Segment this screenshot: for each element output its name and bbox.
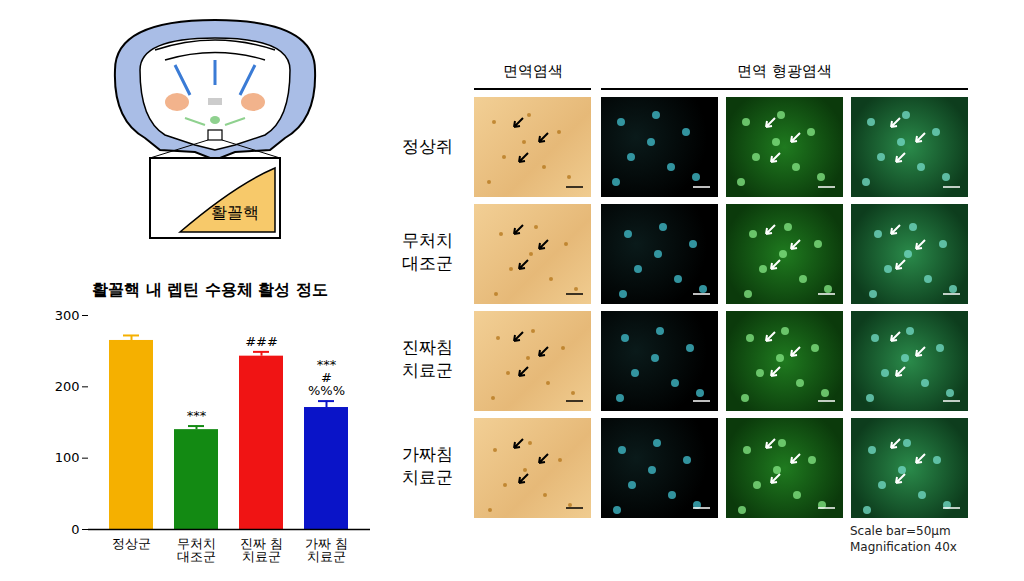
svg-text:무처치대조군: 무처치대조군 <box>177 536 216 564</box>
svg-text:정상군: 정상군 <box>112 536 151 551</box>
html-text:정상쥐: 정상쥐 <box>402 136 453 156</box>
svg-text:가짜 침치료군: 가짜 침치료군 <box>305 536 348 564</box>
svg-text:***: *** <box>187 408 207 423</box>
html-text:무처치 대조군: 무처치 대조군 <box>402 230 453 273</box>
html-text:가짜침 치료군: 가짜침 치료군 <box>402 444 453 487</box>
html-text:Magnification 40x: Magnification 40x <box>850 540 957 554</box>
svg-text:***#%%%: ***#%%% <box>308 357 345 398</box>
html-text:면역염색: 면역염색 <box>502 62 563 80</box>
svg-text:200: 200 <box>55 379 80 394</box>
html-text:진짜침 치료군: 진짜침 치료군 <box>402 337 453 380</box>
svg-text:0: 0 <box>71 522 79 537</box>
html-text:Scale bar=50μm: Scale bar=50μm <box>850 524 951 538</box>
svg-text:300: 300 <box>55 308 80 323</box>
html-text:활꼴핵 내 렙틴 수용체 활성 정도: 활꼴핵 내 렙틴 수용체 활성 정도 <box>92 280 328 299</box>
svg-text:진짜 침치료군: 진짜 침치료군 <box>240 536 283 564</box>
svg-text:100: 100 <box>55 450 80 465</box>
html-text:면역 형광염색: 면역 형광염색 <box>737 62 832 80</box>
svg-text:활꼴핵: 활꼴핵 <box>211 203 259 222</box>
svg-text:###: ### <box>245 334 278 349</box>
